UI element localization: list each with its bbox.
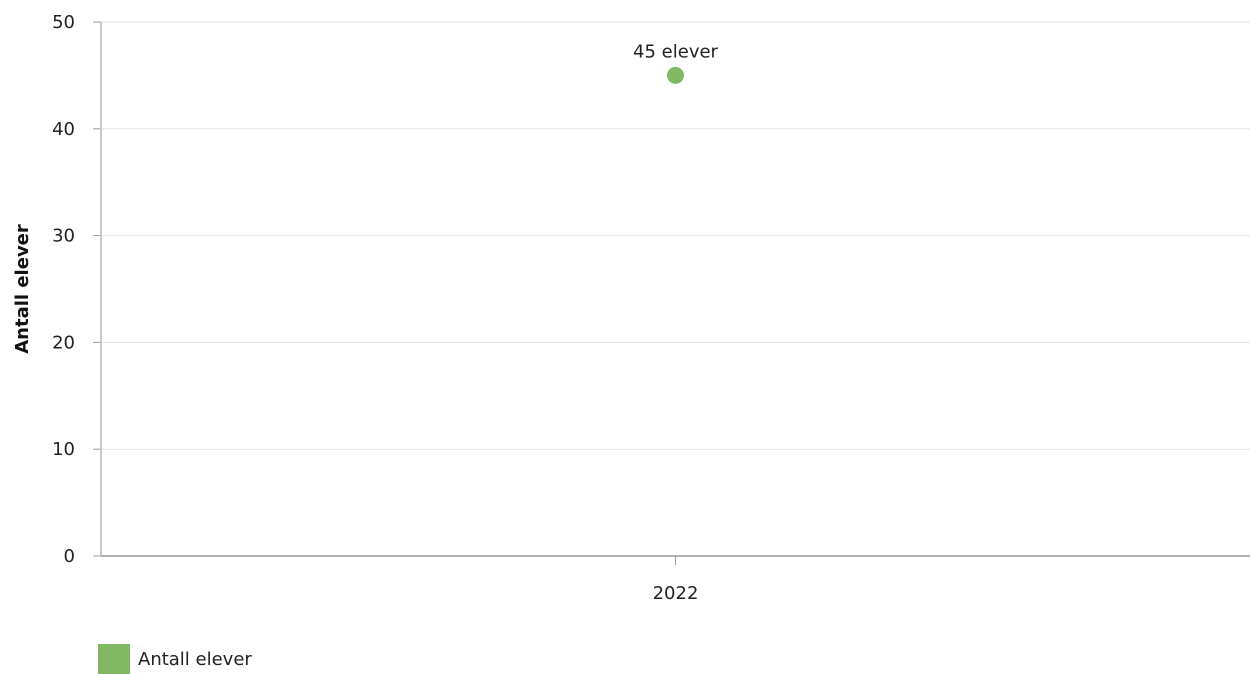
y-tick-label: 10 bbox=[52, 439, 75, 460]
axes bbox=[93, 21, 1250, 565]
data-label: 45 elever bbox=[633, 41, 719, 62]
y-tick-label: 50 bbox=[52, 12, 75, 33]
y-tick-label: 0 bbox=[64, 546, 75, 567]
y-tick-labels: 0 10 20 30 40 50 bbox=[52, 12, 75, 567]
y-tick-label: 30 bbox=[52, 226, 75, 247]
legend-label: Antall elever bbox=[138, 648, 252, 670]
y-axis-label: Antall elever bbox=[12, 224, 33, 354]
x-tick-label: 2022 bbox=[653, 583, 699, 604]
data-point bbox=[667, 66, 684, 84]
data-points: 45 elever bbox=[633, 41, 719, 84]
y-tick-label: 20 bbox=[52, 332, 75, 353]
x-tick-labels: 2022 bbox=[653, 583, 699, 604]
legend: Antall elever bbox=[98, 644, 252, 674]
gridlines bbox=[101, 21, 1250, 450]
chart: 0 10 20 30 40 50 2022 45 elever Antall elever bbox=[12, 12, 1250, 604]
y-tick-label: 40 bbox=[52, 119, 75, 140]
legend-swatch bbox=[98, 644, 130, 674]
